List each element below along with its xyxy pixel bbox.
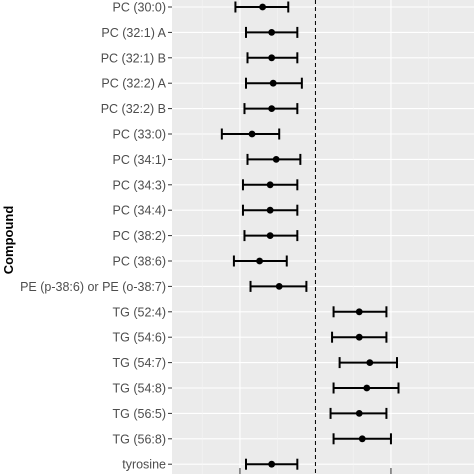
plot-panel [172, 0, 474, 474]
estimate-point [268, 54, 276, 62]
y-tick-label: PC (34:1) [113, 153, 167, 167]
y-tick-label: PC (38:6) [113, 255, 167, 269]
y-tick-label: TG (52:4) [113, 305, 167, 319]
y-tick-label: PC (34:3) [113, 178, 167, 192]
y-tick-label: TG (54:6) [113, 331, 167, 345]
estimate-point [259, 3, 266, 11]
y-tick-label: PC (32:1) A [101, 26, 166, 40]
y-tick-label: PE (p-38:6) or PE (o-38:7) [20, 280, 166, 294]
estimate-point [355, 333, 363, 341]
y-tick-label: PC (30:0) [113, 1, 167, 15]
y-tick-label: PC (32:2) A [101, 77, 166, 91]
y-tick-label: TG (56:8) [113, 432, 167, 446]
y-axis-ticks [168, 6, 392, 474]
estimate-point [248, 130, 256, 138]
y-axis-tick-labels: PC (30:0) PC (32:1) A PC (32:1) B PC (32:2)… [20, 1, 167, 472]
estimate-point [266, 181, 274, 189]
estimate-point [256, 257, 263, 265]
y-axis-title: Compound [1, 206, 16, 275]
estimate-points [248, 3, 374, 468]
estimate-point [269, 79, 277, 87]
y-tick-label: PC (34:4) [113, 204, 167, 218]
estimate-point [268, 29, 276, 36]
error-bars [220, 1, 400, 470]
y-tick-label: PC (32:2) B [101, 102, 166, 116]
estimate-point [266, 232, 274, 240]
y-tick-label: TG (54:7) [113, 356, 167, 370]
y-tick-label: PC (32:1) B [101, 51, 166, 65]
estimate-point [366, 359, 374, 366]
y-tick-label: PC (33:0) [113, 128, 167, 142]
y-tick-label: TG (56:5) [113, 407, 167, 421]
estimate-point [358, 435, 366, 443]
estimate-point [268, 105, 276, 112]
y-tick-label: TG (54:8) [113, 382, 167, 396]
y-tick-label: PC (38:2) [113, 229, 167, 243]
grid-lines [172, 0, 474, 474]
estimate-point [355, 410, 363, 417]
estimate-point [355, 308, 363, 316]
estimate-point [272, 156, 280, 163]
estimate-point [266, 206, 274, 214]
estimate-point [363, 384, 371, 392]
estimate-point [268, 460, 276, 468]
estimate-point [275, 283, 283, 290]
y-tick-label: tyrosine [122, 458, 166, 472]
